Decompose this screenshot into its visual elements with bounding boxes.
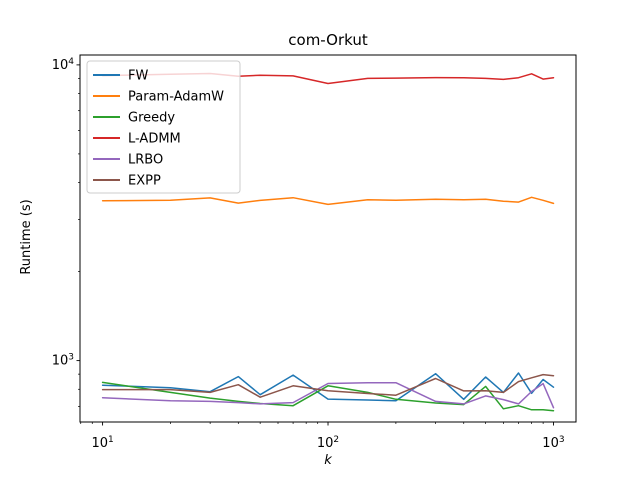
legend-label-l-admm: L-ADMM <box>128 132 181 147</box>
series-line-param-adamw <box>101 196 555 206</box>
legend-label-expp: EXPP <box>128 174 161 189</box>
legend-box <box>86 60 241 194</box>
x-tick-label: 102 <box>317 435 339 451</box>
legend-label-param-adamw: Param-AdamW <box>128 90 224 105</box>
legend: FW Param-AdamW Greedy L-ADMM LRBO EXPP <box>86 60 241 194</box>
legend-label-fw: FW <box>128 69 148 84</box>
y-axis-label: Runtime (s) <box>19 199 34 274</box>
plot-frame <box>79 54 577 423</box>
chart-title: com-Orkut <box>288 31 368 49</box>
series-lines <box>101 72 555 412</box>
x-axis-label: k <box>324 453 332 468</box>
series-line-lrbo <box>101 381 555 409</box>
legend-label-greedy: Greedy <box>128 111 175 126</box>
y-tick-label: 104 <box>52 57 75 73</box>
legend-label-lrbo: LRBO <box>128 153 163 168</box>
x-tick-label: 103 <box>542 435 564 451</box>
axes-spines <box>79 54 577 423</box>
y-tick-label: 103 <box>52 353 74 369</box>
axis-ticks: 101 102 103 103 104 <box>52 57 565 451</box>
series-line-greedy <box>101 381 555 412</box>
x-tick-label: 101 <box>91 435 113 451</box>
series-line-expp <box>101 373 555 398</box>
